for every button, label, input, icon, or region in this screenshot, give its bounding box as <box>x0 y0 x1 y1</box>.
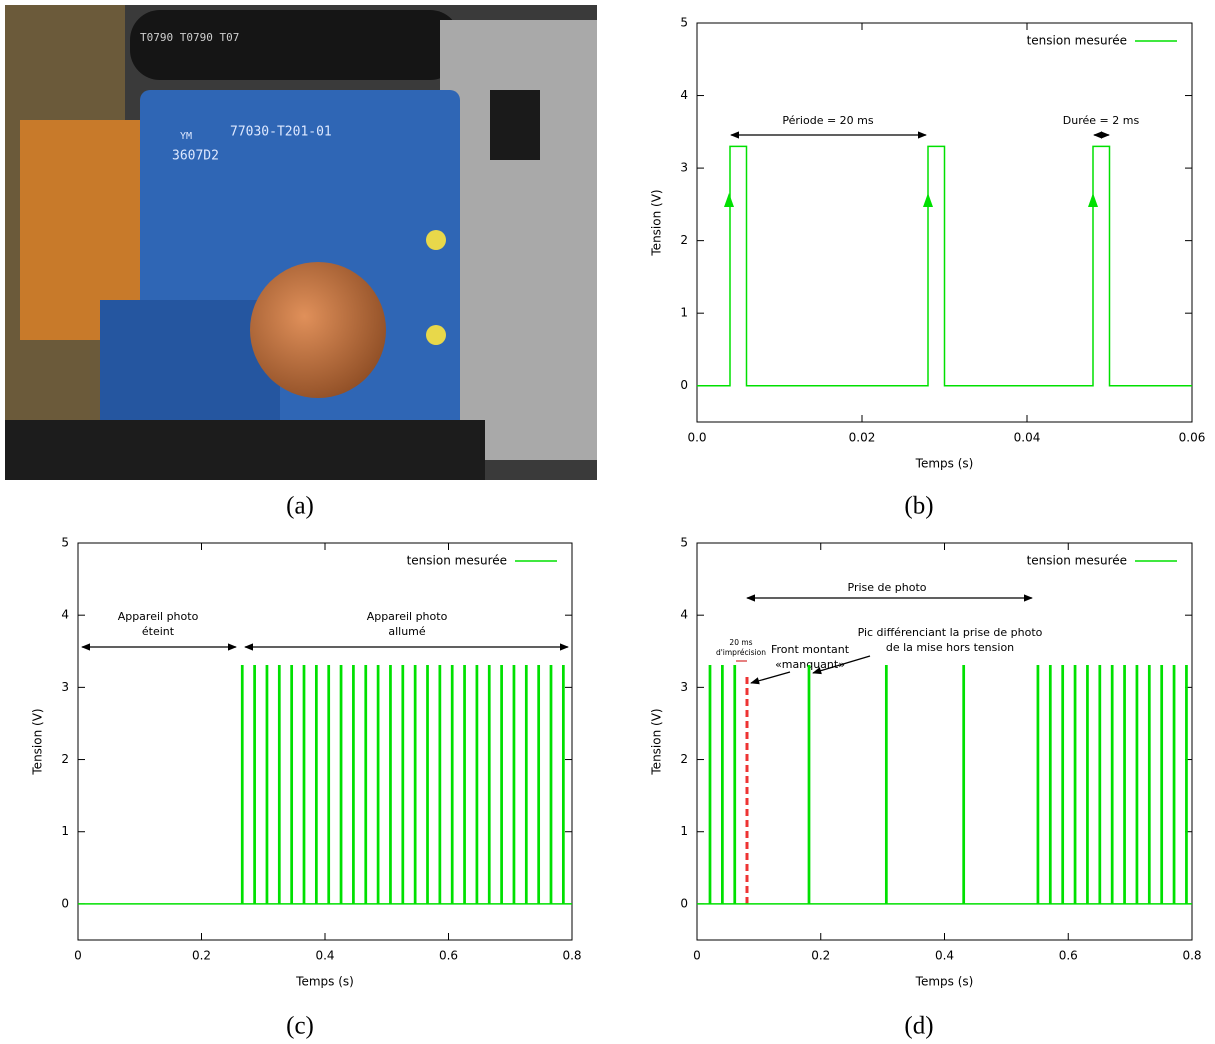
x-tick-label: 0.6 <box>439 949 458 963</box>
annotation: Prise de photo <box>848 581 927 594</box>
caption: (c) <box>286 1013 314 1040</box>
edge-arrows <box>724 193 1098 207</box>
pcb-label: YM <box>180 131 192 142</box>
y-tick-label: 3 <box>680 680 688 694</box>
y-tick-label: 5 <box>680 16 688 30</box>
annotation: de la mise hors tension <box>886 641 1014 654</box>
y-axis-label: Tension (V) <box>650 708 664 775</box>
x-tick-label: 0.04 <box>1014 431 1041 445</box>
arrow <box>750 671 791 685</box>
x-tick-label: 0 <box>693 949 701 963</box>
legend-label: tension mesurée <box>1027 34 1127 48</box>
y-tick-label: 1 <box>680 306 688 320</box>
pcb-label: 77030-T201-01 <box>230 125 332 140</box>
y-tick-label: 3 <box>61 680 69 694</box>
y-tick-label: 0 <box>680 378 688 392</box>
x-tick-label: 0.4 <box>315 949 334 963</box>
y-tick-label: 1 <box>61 824 69 838</box>
x-axis-label: Temps (s) <box>915 975 974 989</box>
annotation: Appareil photo <box>367 610 448 623</box>
caption: (a) <box>286 493 314 520</box>
y-tick-label: 5 <box>61 536 69 550</box>
x-tick-label: 0.2 <box>811 949 830 963</box>
y-tick-label: 2 <box>680 233 688 247</box>
arrow <box>812 655 871 675</box>
x-tick-label: 0.4 <box>935 949 954 963</box>
caption: (d) <box>904 1013 933 1040</box>
y-tick-label: 0 <box>680 896 688 910</box>
annotation: Durée = 2 ms <box>1063 114 1140 127</box>
caption: (b) <box>904 493 933 520</box>
plot-frame <box>77 542 573 941</box>
y-tick-label: 4 <box>61 608 69 622</box>
x-axis-label: Temps (s) <box>915 457 974 471</box>
data-line <box>697 664 1192 905</box>
legend-label: tension mesurée <box>1027 554 1127 568</box>
annotation: «manquant» <box>775 658 845 671</box>
legend-label: tension mesurée <box>407 554 507 568</box>
plot-frame <box>696 542 1193 941</box>
y-tick-label: 5 <box>680 536 688 550</box>
y-tick-label: 2 <box>680 752 688 766</box>
x-tick-label: 0.6 <box>1059 949 1078 963</box>
y-tick-label: 4 <box>680 88 688 102</box>
edge-arrow <box>724 193 734 207</box>
y-tick-label: 0 <box>61 896 69 910</box>
x-tick-label: 0.0 <box>687 431 706 445</box>
capacitor-label: T0790 T0790 T07 <box>140 31 239 44</box>
x-tick-label: 0.06 <box>1179 431 1206 445</box>
annotation: Période = 20 ms <box>782 114 873 127</box>
y-tick-label: 3 <box>680 161 688 175</box>
y-tick-label: 4 <box>680 608 688 622</box>
x-tick-label: 0 <box>74 949 82 963</box>
plot-frame <box>696 22 1193 423</box>
y-axis-label: Tension (V) <box>650 189 664 256</box>
y-tick-label: 2 <box>61 752 69 766</box>
annotation: éteint <box>142 625 175 638</box>
pcb-label: 3607D2 <box>172 149 219 164</box>
photo: 77030-T201-01 3607D2 YM T0790 T0790 T07 <box>5 5 597 480</box>
annotation: Pic différenciant la prise de photo <box>858 626 1043 639</box>
x-tick-label: 0.02 <box>849 431 876 445</box>
annotation: d'imprécision <box>716 648 766 657</box>
y-tick-label: 1 <box>680 824 688 838</box>
annotation: allumé <box>388 625 426 638</box>
x-axis-label: Temps (s) <box>295 975 354 989</box>
annotations-d <box>736 594 1033 685</box>
annotation: Front montant <box>771 643 850 656</box>
x-tick-label: 0.2 <box>192 949 211 963</box>
annotation: Appareil photo <box>118 610 199 623</box>
data-line <box>78 664 572 905</box>
annotation: 20 ms <box>729 638 752 647</box>
y-axis-label: Tension (V) <box>31 708 45 775</box>
x-tick-label: 0.8 <box>1182 949 1201 963</box>
data-line <box>697 145 1192 387</box>
x-tick-label: 0.8 <box>562 949 581 963</box>
